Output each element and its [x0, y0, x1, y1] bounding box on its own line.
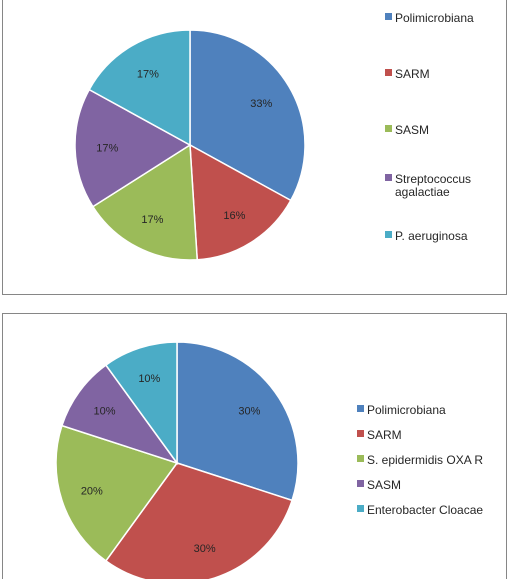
legend-label: Streptococcus — [395, 172, 471, 186]
legend-label: S. epidermidis OXA R — [367, 453, 483, 467]
slice-data-label: 17% — [141, 214, 163, 226]
pie-chart-1: 33% 16% 17% 17% 17% Polimicrobiana SARM SASM Str… — [74, 11, 474, 261]
slice-data-label: 16% — [223, 210, 245, 222]
legend-label: agalactiae — [395, 185, 450, 199]
legend: Polimicrobiana SARM S. epidermidis OXA R SA… — [357, 403, 483, 517]
slice-data-label: 17% — [137, 69, 159, 81]
slice-data-label: 30% — [238, 405, 260, 417]
legend-label: SARM — [367, 428, 402, 442]
legend-swatch — [357, 405, 364, 412]
slice-data-label: 17% — [96, 143, 118, 155]
pie-slice-1 — [176, 341, 299, 502]
legend-swatch — [357, 505, 364, 512]
pie-slice-4 — [60, 364, 179, 465]
legend-label: SASM — [367, 478, 401, 492]
legend-label: P. aeruginosa — [395, 229, 468, 243]
slice-data-label: 10% — [94, 405, 116, 417]
legend-label: SARM — [395, 67, 430, 81]
legend-swatch — [357, 480, 364, 487]
legend-swatch — [385, 69, 392, 76]
legend-swatch — [385, 13, 392, 20]
pie-slice-2 — [189, 143, 292, 261]
slice-data-label: 20% — [81, 486, 103, 498]
legend-swatch — [357, 455, 364, 462]
legend-label: SASM — [395, 123, 429, 137]
slice-data-label: 10% — [138, 373, 160, 385]
legend-swatch — [357, 430, 364, 437]
pie-slice-5 — [88, 29, 191, 147]
legend-swatch — [385, 231, 392, 238]
legend-label: Polimicrobiana — [395, 11, 474, 25]
legend-swatch — [385, 125, 392, 132]
legend: Polimicrobiana SARM SASM Streptococcusagala… — [385, 11, 474, 243]
slice-data-label: 30% — [194, 543, 216, 555]
slice-data-label: 33% — [250, 98, 272, 110]
pie-slice-5 — [104, 341, 178, 466]
pie-slice-1 — [189, 29, 306, 202]
pie-slice-4 — [74, 88, 192, 208]
pie-chart-2: 30% 30% 20% 10% 10% Polimicrobiana SARM S. epid… — [55, 341, 483, 579]
pie-slice-3 — [55, 424, 179, 562]
legend-label: Enterobacter Cloacae — [367, 503, 483, 517]
pie-slice-2 — [104, 462, 294, 579]
legend-label: Polimicrobiana — [367, 403, 446, 417]
legend-swatch — [385, 174, 392, 181]
pie-slice-3 — [91, 143, 199, 261]
